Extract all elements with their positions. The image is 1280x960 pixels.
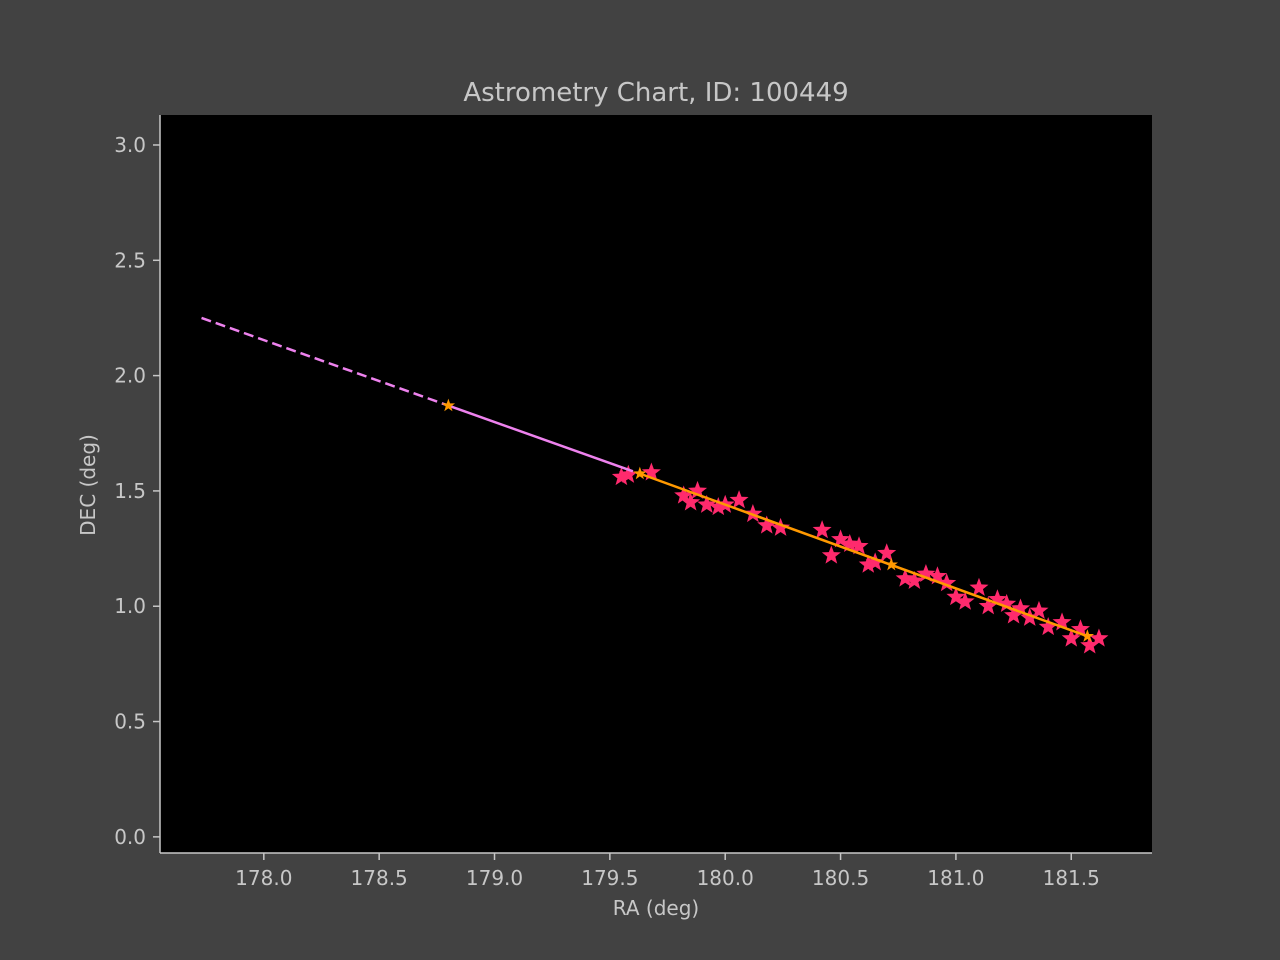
y-tick-label: 2.5 [114, 248, 146, 272]
observation-point [916, 563, 936, 583]
observation-point [840, 533, 860, 553]
fit-line [639, 472, 1088, 638]
observation-point [1089, 628, 1109, 647]
observation-point [681, 492, 701, 511]
extrapolation-line [447, 404, 634, 473]
x-tick-label: 181.0 [927, 866, 984, 890]
extrapolation-point [441, 398, 456, 412]
observation-point [1020, 607, 1040, 626]
chart-marks [201, 316, 1109, 654]
observation-point [641, 462, 661, 481]
observation-point [821, 545, 841, 564]
y-tick-label: 1.0 [114, 594, 146, 618]
extrapolation-dashed-line [201, 316, 449, 407]
observation-point [955, 591, 975, 610]
observation-point [1038, 616, 1058, 636]
observation-point [877, 543, 897, 562]
observation-point [697, 494, 717, 513]
x-ticks: 178.0 178.5 179.0 179.5 180.0 180.5 181.0 181.5 [235, 853, 1100, 890]
chart-title: Astrometry Chart, ID: 100449 [463, 78, 848, 108]
y-tick-label: 2.0 [114, 364, 146, 388]
observation-point [1004, 605, 1024, 624]
observation-point [1010, 598, 1031, 617]
y-tick-label: 3.0 [114, 133, 146, 157]
x-tick-label: 181.5 [1043, 866, 1100, 890]
observation-point [812, 520, 832, 539]
y-tick-label: 0.0 [114, 825, 146, 849]
x-tick-label: 178.5 [351, 866, 408, 890]
observation-point [987, 589, 1007, 608]
y-tick-label: 0.5 [114, 710, 146, 734]
observation-point [771, 517, 791, 536]
fit-point [884, 557, 898, 571]
observation-point [674, 485, 694, 504]
observation-point [1070, 619, 1090, 638]
observation-point [611, 467, 631, 486]
observation-point [1052, 612, 1072, 631]
observation-point [978, 596, 998, 615]
y-tick-label: 1.5 [114, 479, 146, 503]
observation-point [849, 536, 869, 555]
observation-point [743, 503, 763, 523]
observation-point [904, 570, 924, 589]
observation-point [729, 490, 749, 509]
observation-point [895, 568, 915, 587]
y-axis-label: DEC (deg) [76, 434, 100, 536]
x-tick-label: 180.5 [812, 866, 869, 890]
observation-point [946, 587, 966, 606]
observation-point [1080, 635, 1100, 654]
y-ticks: 0.0 0.5 1.0 1.5 2.0 2.5 3.0 [114, 133, 160, 849]
observation-point [997, 593, 1017, 613]
observation-point [757, 515, 777, 534]
observation-point [927, 566, 947, 585]
x-tick-label: 179.5 [581, 866, 638, 890]
observation-point [937, 573, 957, 592]
x-tick-label: 178.0 [235, 866, 292, 890]
x-axis-label: RA (deg) [613, 896, 699, 920]
x-tick-label: 180.0 [697, 866, 754, 890]
fit-point [1080, 629, 1095, 642]
observation-point [1061, 628, 1081, 647]
plot-area [160, 115, 1152, 853]
observation-point [688, 480, 708, 500]
observation-point [831, 529, 851, 548]
observation-point [858, 554, 878, 573]
x-tick-label: 179.0 [466, 866, 523, 890]
observation-point [1029, 600, 1049, 619]
observation-point [708, 497, 728, 516]
observation-point [969, 577, 989, 596]
observation-point [618, 464, 638, 483]
fit-point [633, 466, 647, 480]
observation-point [865, 552, 885, 571]
